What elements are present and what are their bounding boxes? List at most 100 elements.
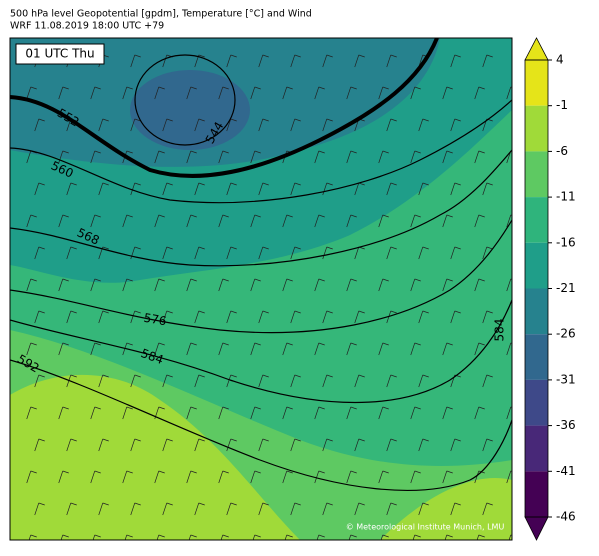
wind-barb — [250, 150, 261, 164]
wind-barb — [58, 214, 69, 228]
wind-barb — [314, 406, 325, 420]
wind-barb — [186, 342, 197, 356]
wind-barb — [194, 502, 205, 516]
wind-barb — [354, 374, 365, 388]
wind-barb — [290, 502, 301, 516]
colorbar-tick-label: -31 — [556, 372, 576, 386]
wind-barb — [66, 438, 77, 452]
wind-barb — [450, 118, 461, 132]
colorbar-band — [525, 151, 548, 198]
wind-barb — [162, 182, 173, 196]
colorbar-tick-label: -36 — [556, 418, 576, 432]
wind-barb — [218, 150, 229, 164]
wind-barb — [474, 214, 485, 228]
wind-barb — [378, 406, 389, 420]
wind-barb — [450, 438, 461, 452]
wind-barb — [98, 310, 109, 324]
wind-barb — [154, 278, 165, 292]
wind-barb — [162, 438, 173, 452]
wind-barb — [386, 502, 397, 516]
wind-barb — [314, 214, 325, 228]
wind-barb — [252, 534, 261, 540]
wind-barb — [98, 374, 109, 388]
wind-barb — [282, 214, 293, 228]
wind-barb — [378, 342, 389, 356]
colorbar-tick-label: -26 — [556, 327, 576, 341]
wind-barb — [154, 86, 165, 100]
wind-barb — [474, 406, 485, 420]
wind-barb — [346, 86, 357, 100]
wind-barb — [515, 439, 525, 451]
colorbar-tick-label: -6 — [556, 144, 568, 158]
wind-barb — [482, 438, 493, 452]
wind-barb — [162, 310, 173, 324]
wind-barb — [26, 278, 37, 292]
wind-barb — [322, 246, 333, 260]
wind-barb — [26, 470, 37, 484]
wind-barb — [186, 406, 197, 420]
wind-barb — [130, 438, 141, 452]
wind-barb — [122, 214, 133, 228]
wind-barb — [26, 86, 37, 100]
wind-barb — [130, 182, 141, 196]
wind-barb — [66, 246, 77, 260]
colorbar-band — [525, 197, 548, 243]
time-label: 01 UTC Thu — [25, 47, 94, 61]
wind-barb — [258, 118, 269, 132]
wind-barb — [226, 182, 237, 196]
colorbar-tick-label: -46 — [556, 510, 576, 524]
wind-barb — [122, 278, 133, 292]
wind-barb — [282, 470, 293, 484]
wind-barb — [226, 310, 237, 324]
wind-barb — [34, 310, 45, 324]
wind-barb — [322, 502, 333, 516]
wind-barb — [250, 342, 261, 356]
wind-barb — [162, 502, 173, 516]
wind-barb — [322, 182, 333, 196]
wind-barb — [314, 342, 325, 356]
wind-barb — [58, 86, 69, 100]
wind-barb — [314, 150, 325, 164]
wind-barb — [130, 54, 141, 68]
wind-barb — [442, 342, 453, 356]
wind-barb — [194, 374, 205, 388]
wind-barb — [98, 438, 109, 452]
wind-barb — [474, 278, 485, 292]
wind-barb — [418, 502, 429, 516]
wind-barb — [250, 278, 261, 292]
wind-barb — [476, 534, 485, 540]
wind-barb — [322, 54, 333, 68]
colorbar-tick-label: -1 — [556, 98, 568, 112]
wind-barb — [450, 182, 461, 196]
wind-barb — [442, 214, 453, 228]
wind-barb — [474, 342, 485, 356]
wind-barb — [386, 54, 397, 68]
wind-barb — [378, 214, 389, 228]
wind-barb — [90, 214, 101, 228]
colorbar-extend — [524, 516, 549, 541]
wind-barb — [66, 182, 77, 196]
wind-barb — [515, 55, 525, 67]
wind-barb — [418, 438, 429, 452]
wind-barb — [66, 310, 77, 324]
wind-barb — [34, 502, 45, 516]
wind-barb — [442, 278, 453, 292]
wind-barb — [290, 374, 301, 388]
wind-barb — [154, 150, 165, 164]
wind-barb — [515, 311, 525, 323]
wind-barb — [162, 118, 173, 132]
wind-barb — [26, 406, 37, 420]
wind-barb — [58, 406, 69, 420]
wind-barb — [290, 310, 301, 324]
wind-barb — [98, 182, 109, 196]
wind-barb — [130, 502, 141, 516]
wind-barb — [258, 502, 269, 516]
wind-barb — [412, 534, 421, 540]
wind-barb — [28, 534, 37, 540]
wind-barb — [450, 246, 461, 260]
wind-barb — [386, 118, 397, 132]
wind-barb — [124, 534, 133, 540]
wind-barb — [66, 502, 77, 516]
contour-label: 584 — [493, 319, 507, 342]
colorbar-band — [525, 242, 548, 289]
